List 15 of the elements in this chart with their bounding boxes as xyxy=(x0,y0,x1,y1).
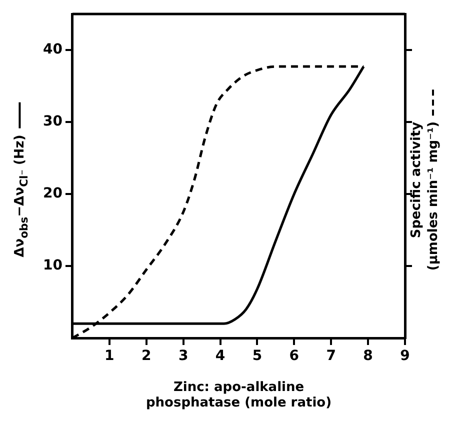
x-axis-title: Zinc: apo-alkaline phosphatase (mole ratio) xyxy=(146,380,332,411)
y-tick-label: 10 xyxy=(43,258,63,274)
x-tick-label: 8 xyxy=(363,348,373,364)
x-tick-label: 3 xyxy=(178,348,188,364)
y2-axis-title: Specific activity (μmoles min⁻¹ mg⁻¹) xyxy=(408,120,442,271)
y-tick-label: 40 xyxy=(43,42,63,58)
x-tick-label: 1 xyxy=(104,348,114,364)
x-tick-label: 6 xyxy=(289,348,300,364)
x-tick-label: 4 xyxy=(215,348,226,364)
x-tick-label: 2 xyxy=(142,348,152,364)
y-tick-label: 30 xyxy=(43,114,63,130)
x-tick-label: 9 xyxy=(400,348,410,364)
y-tick-label: 20 xyxy=(43,186,63,202)
x-tick-label: 7 xyxy=(326,348,336,364)
x-tick-label: 5 xyxy=(252,348,262,364)
